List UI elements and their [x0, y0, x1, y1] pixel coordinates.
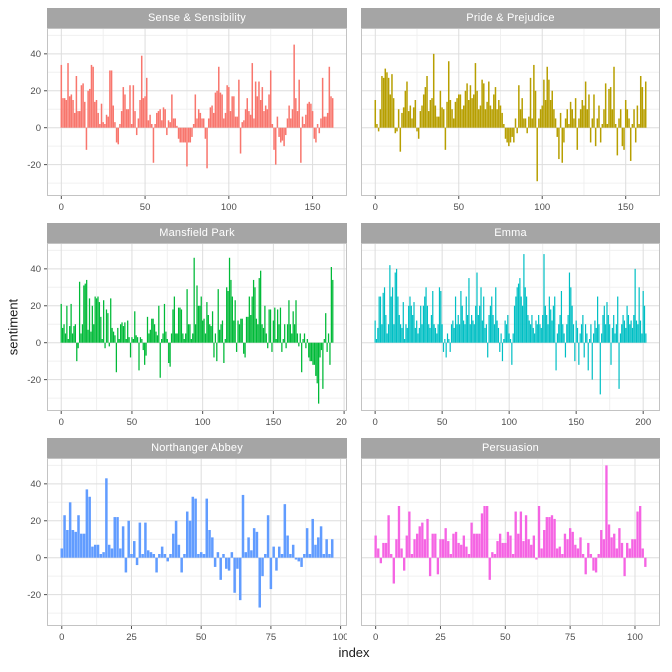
- svg-text:0: 0: [373, 632, 378, 643]
- facet-title: Emma: [494, 227, 527, 239]
- svg-text:0: 0: [59, 202, 64, 213]
- svg-text:25: 25: [435, 632, 446, 643]
- facet-strip: Emma: [361, 223, 660, 243]
- svg-text:100: 100: [221, 202, 237, 213]
- svg-text:150: 150: [265, 417, 281, 428]
- svg-text:25: 25: [126, 632, 137, 643]
- facet-title: Pride & Prejudice: [466, 12, 555, 24]
- svg-text:100: 100: [501, 417, 517, 428]
- facet-strip: Mansfield Park: [47, 223, 347, 243]
- svg-text:50: 50: [127, 417, 138, 428]
- svg-text:0: 0: [373, 202, 378, 213]
- svg-text:50: 50: [453, 202, 464, 213]
- svg-text:0: 0: [36, 338, 41, 349]
- svg-text:-20: -20: [27, 590, 41, 601]
- svg-text:100: 100: [627, 632, 643, 643]
- svg-text:150: 150: [618, 202, 634, 213]
- facet-persuasion: Persuasion 0 25 50 75 100: [361, 438, 660, 652]
- facet-title: Mansfield Park: [159, 227, 235, 239]
- facet-northanger-abbey: Northanger Abbey 0 25 50 75 100 -20 0 20 40: [7, 438, 347, 652]
- facet-panel: 0 50 100 150: [361, 28, 660, 213]
- facet-mansfield-park: Mansfield Park 0 50 100 150 200 -20 0 20 40: [7, 223, 347, 437]
- facet-title: Sense & Sensibility: [148, 12, 246, 24]
- facet-panel: 0 50 100 150 200: [361, 243, 660, 428]
- svg-text:0: 0: [36, 123, 41, 134]
- svg-text:100: 100: [534, 202, 550, 213]
- facet-strip: Northanger Abbey: [47, 438, 347, 458]
- facet-sense-and-sensibility: Sense & Sensibility 0 50 100 150 -20 0 20 40: [7, 8, 347, 222]
- svg-text:100: 100: [195, 417, 211, 428]
- svg-text:-20: -20: [27, 375, 41, 386]
- svg-text:20: 20: [30, 516, 41, 527]
- facet-panel: 0 25 50 75 100 -20 0 20 40: [27, 458, 347, 643]
- facet-panel: 0 25 50 75 100: [361, 458, 660, 643]
- svg-text:150: 150: [568, 417, 584, 428]
- facet-title: Northanger Abbey: [151, 442, 243, 454]
- svg-text:50: 50: [437, 417, 448, 428]
- svg-text:-20: -20: [27, 160, 41, 171]
- svg-text:0: 0: [372, 417, 377, 428]
- svg-text:0: 0: [59, 417, 64, 428]
- facet-pride-and-prejudice: Pride & Prejudice 0 50 100 150: [361, 8, 660, 222]
- svg-text:50: 50: [196, 632, 207, 643]
- svg-text:150: 150: [305, 202, 321, 213]
- facet-title: Persuasion: [481, 442, 540, 454]
- svg-text:20: 20: [30, 301, 41, 312]
- svg-text:75: 75: [565, 632, 576, 643]
- svg-text:200: 200: [635, 417, 651, 428]
- svg-text:75: 75: [266, 632, 277, 643]
- svg-text:20: 20: [30, 86, 41, 97]
- svg-text:40: 40: [30, 264, 41, 275]
- facet-strip: Persuasion: [361, 438, 660, 458]
- svg-text:40: 40: [30, 479, 41, 490]
- facet-strip: Pride & Prejudice: [361, 8, 660, 28]
- facet-strip: Sense & Sensibility: [47, 8, 347, 28]
- svg-text:50: 50: [140, 202, 151, 213]
- svg-text:200: 200: [336, 417, 347, 428]
- svg-text:50: 50: [500, 632, 511, 643]
- svg-text:0: 0: [59, 632, 64, 643]
- facet-panel: 0 50 100 150 200 -20 0 20 40: [27, 243, 347, 428]
- svg-text:40: 40: [30, 49, 41, 60]
- x-axis-title: index: [338, 645, 370, 660]
- svg-text:0: 0: [36, 553, 41, 564]
- svg-text:100: 100: [333, 632, 347, 643]
- facet-panel: 0 50 100 150 -20 0 20 40: [27, 28, 347, 213]
- facet-emma: Emma 0 50 100 150 200: [361, 223, 660, 437]
